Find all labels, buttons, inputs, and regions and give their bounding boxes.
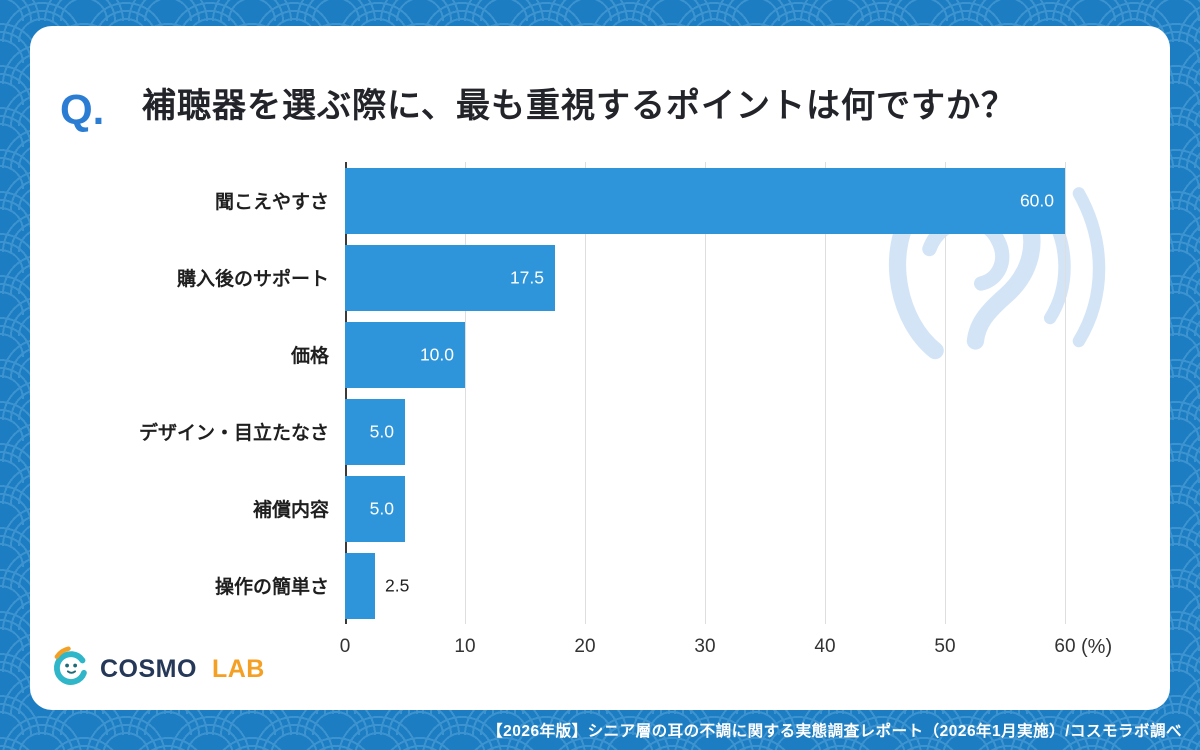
x-tick-label: 30: [694, 636, 716, 657]
category-label: 価格: [290, 346, 329, 367]
gridline: [465, 162, 466, 624]
logo-text-cosmo: COSMO: [100, 655, 197, 683]
gridline: [825, 162, 826, 624]
value-label: 60.0: [1019, 190, 1054, 210]
bar-track: 5.0: [345, 398, 1065, 465]
question-prefix: Q.: [60, 86, 105, 133]
gridline: [705, 162, 706, 624]
bar: 5.0: [345, 398, 405, 465]
bar: 60.0: [345, 167, 1065, 234]
cosmo-lab-logo-icon: [48, 645, 92, 694]
footer-caption: 【2026年版】シニア層の耳の不調に関する実態調査レポート（2026年1月実施）…: [487, 723, 1182, 740]
category-label: デザイン・目立たなさ: [138, 423, 329, 444]
category-label: 購入後のサポート: [176, 269, 329, 290]
gridline: [945, 162, 946, 624]
chart-row: 価格 10.0: [30, 316, 1140, 393]
chart-ticks: 0 10 20 30 40 50 60 (%): [340, 636, 1112, 666]
page-title: 補聴器を選ぶ際に、最も重視するポイントは何ですか？: [142, 87, 1016, 125]
x-tick-label: 40: [814, 636, 836, 657]
bar-track: 2.5: [345, 552, 1065, 619]
x-tick-label: 60: [1054, 636, 1076, 657]
y-axis-line: [345, 162, 347, 624]
x-tick-label: 50: [934, 636, 956, 657]
value-label: 17.5: [509, 267, 544, 287]
bar-track: 10.0: [345, 321, 1065, 388]
gridline: [1065, 162, 1066, 624]
chart-grid: [345, 162, 1066, 624]
bar: [345, 552, 375, 619]
bar-track: 5.0: [345, 475, 1065, 542]
bar: 10.0: [345, 321, 465, 388]
gridline: [585, 162, 586, 624]
category-label: 聞こえやすさ: [214, 192, 329, 213]
chart-row: 聞こえやすさ 60.0: [30, 162, 1140, 239]
bar: 17.5: [345, 244, 555, 311]
chart-row: デザイン・目立たなさ 5.0: [30, 393, 1140, 470]
x-tick-label: 10: [454, 636, 476, 657]
survey-card: Q. 補聴器を選ぶ際に、最も重視するポイントは何ですか？ 聞こえやすさ 60.0 購…: [30, 26, 1170, 710]
chart-row: 補償内容 5.0: [30, 470, 1140, 547]
chart-rows: 聞こえやすさ 60.0 購入後のサポート 17.5 価格 10.0 デザイン・目立たなさ 5.…: [30, 162, 1140, 624]
category-label: 補償内容: [252, 500, 329, 521]
category-label: 操作の簡単さ: [214, 577, 329, 598]
value-label: 5.0: [369, 421, 394, 441]
value-label: 5.0: [369, 498, 394, 518]
x-tick-label: 0: [339, 636, 351, 657]
value-label: 10.0: [419, 344, 454, 364]
bar-track: 17.5: [345, 244, 1065, 311]
logo-text-lab: LAB: [211, 655, 265, 683]
x-axis-unit-label: (%): [1081, 636, 1113, 658]
bar: 5.0: [345, 475, 405, 542]
value-label: 2.5: [385, 575, 410, 595]
bar-chart: 聞こえやすさ 60.0 購入後のサポート 17.5 価格 10.0 デザイン・目立たなさ 5.…: [30, 162, 1140, 658]
x-tick-label: 20: [574, 636, 596, 657]
bar-track: 60.0: [345, 167, 1065, 234]
chart-row: 操作の簡単さ 2.5: [30, 547, 1140, 624]
chart-row: 購入後のサポート 17.5: [30, 239, 1140, 316]
cosmo-lab-logo: COSMO LAB: [48, 645, 265, 694]
